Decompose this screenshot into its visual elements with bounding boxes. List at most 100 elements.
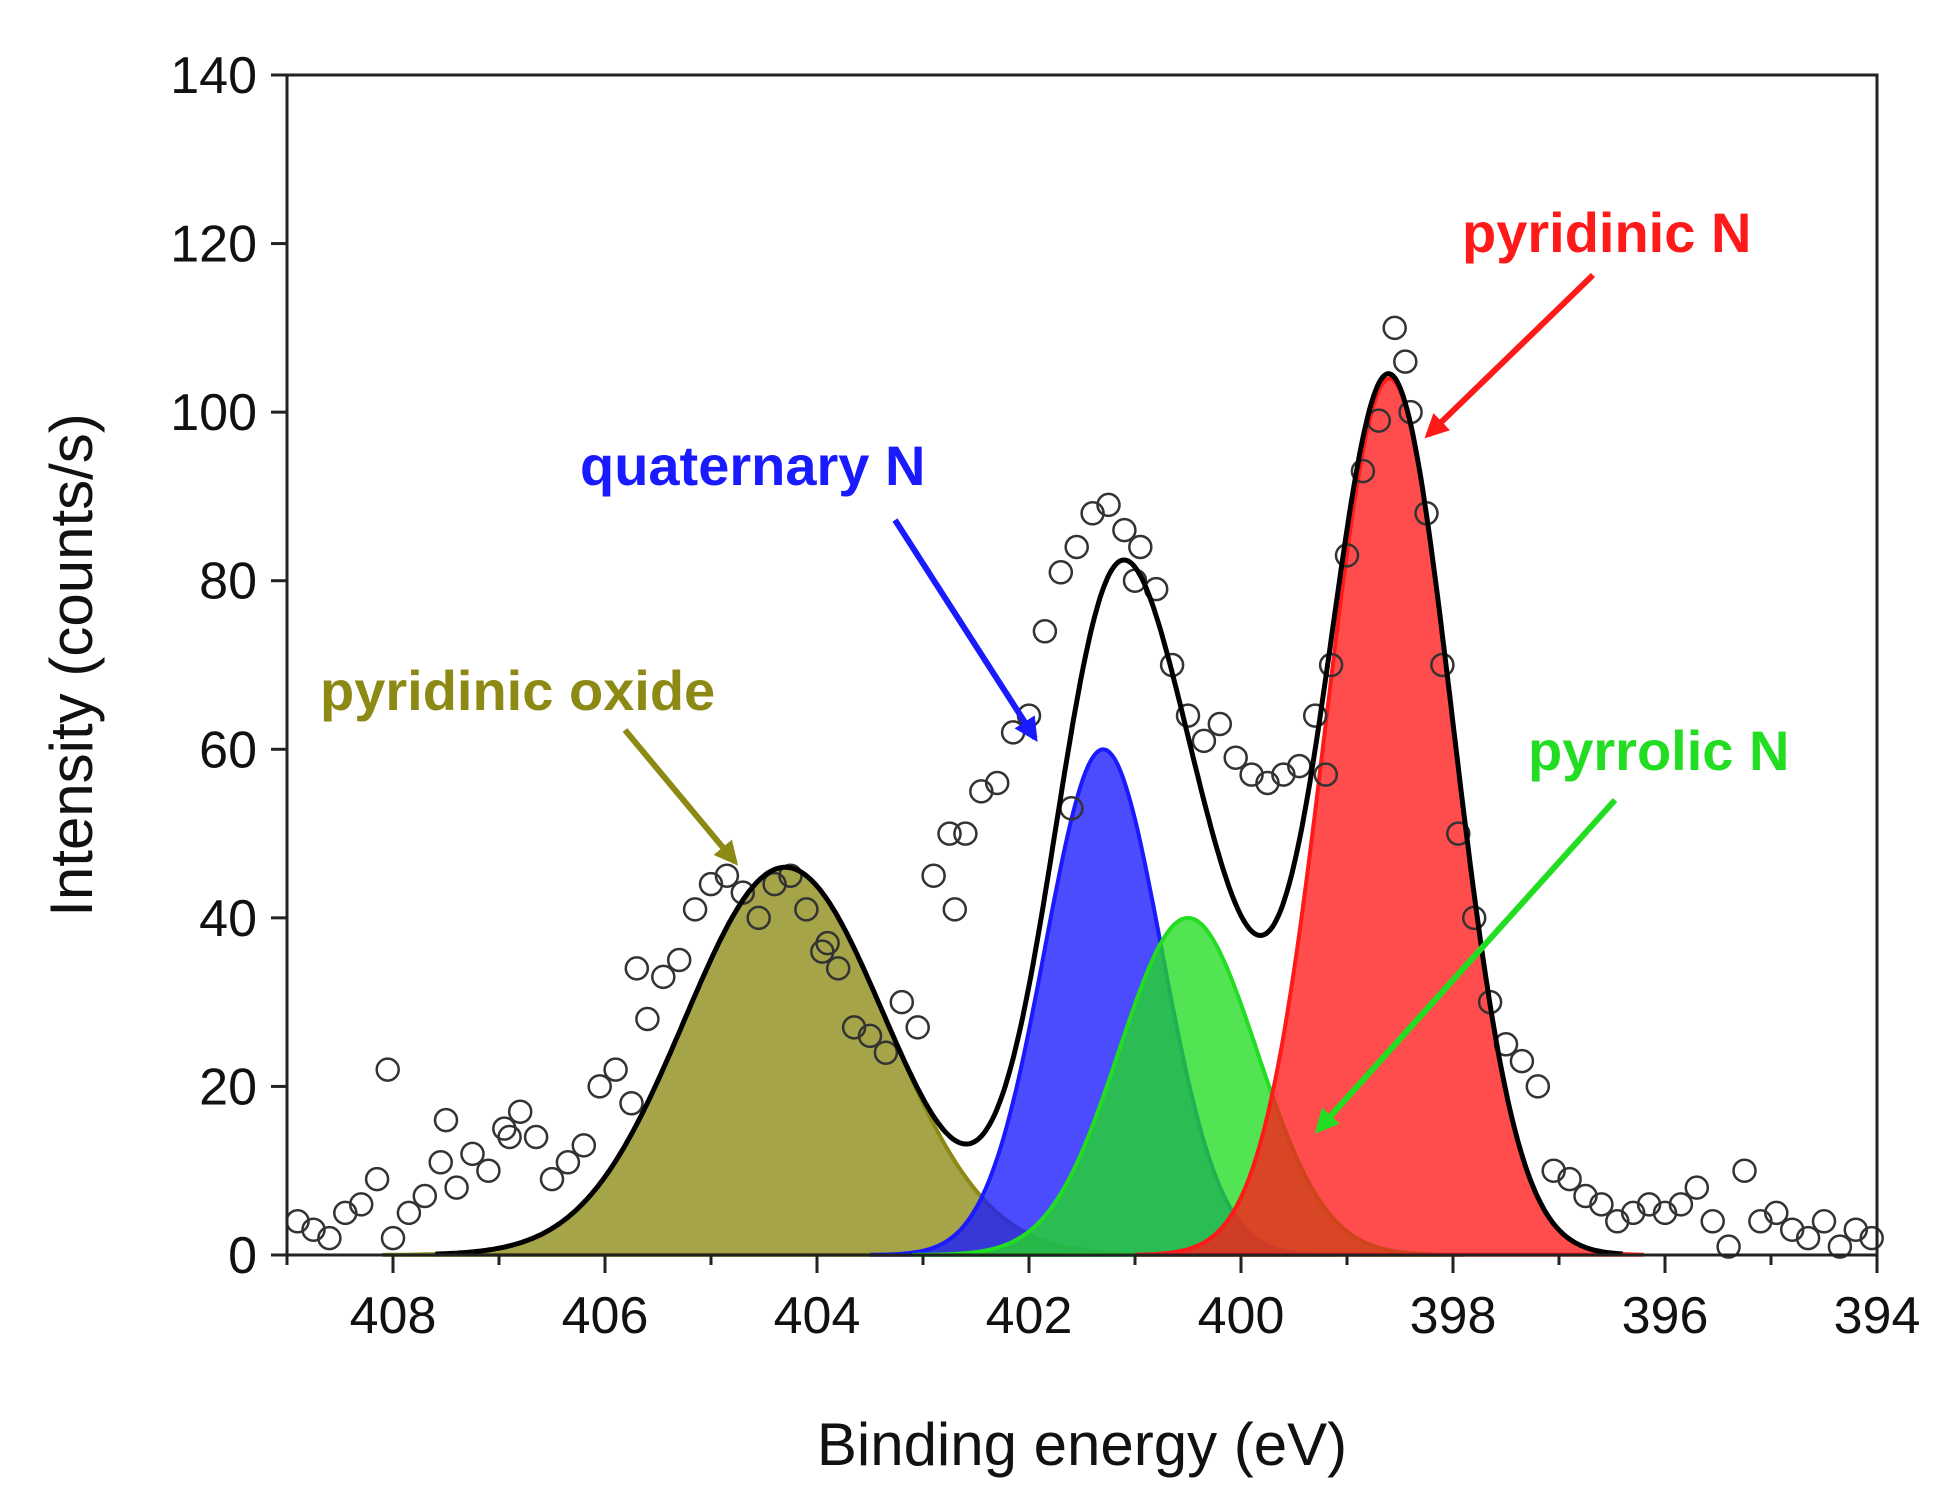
y-axis-title: Intensity (counts/s) (38, 413, 105, 917)
x-tick-label: 408 (350, 1287, 437, 1345)
y-axis-ticks: 0 20 40 60 80 100 120 140 (170, 47, 287, 1285)
annotation-pyrrolic-n: pyrrolic N (1528, 719, 1789, 782)
data-point (1700, 1209, 1725, 1234)
y-tick-label: 20 (199, 1058, 257, 1116)
data-point (1779, 1217, 1805, 1242)
data-point (746, 905, 771, 931)
data-point (873, 1040, 899, 1065)
data-point (555, 1150, 581, 1175)
x-tick-label: 402 (986, 1287, 1073, 1345)
data-point (364, 1166, 390, 1192)
data-point (1191, 728, 1217, 754)
data-point (1859, 1225, 1884, 1251)
x-tick-label: 406 (562, 1287, 649, 1345)
data-point (1795, 1225, 1821, 1251)
plot-frame (285, 73, 1879, 1257)
data-point (380, 1225, 406, 1251)
data-point (651, 964, 676, 990)
data-point (1393, 349, 1418, 374)
data-point (889, 989, 915, 1015)
data-point (375, 1057, 400, 1082)
data-point (1605, 1209, 1630, 1234)
data-point (428, 1150, 453, 1175)
data-point (619, 1091, 644, 1116)
data-point (1096, 492, 1121, 518)
data-point (1764, 1200, 1789, 1226)
arrow-pyridinic-oxide (622, 728, 739, 866)
y-tick-label: 60 (199, 721, 257, 779)
data-point (942, 897, 968, 922)
data-point (1732, 1158, 1757, 1183)
data-point (497, 1124, 522, 1150)
data-point (857, 1023, 883, 1049)
data-point (1509, 1048, 1535, 1074)
arrow-pyrrolic-n (1314, 797, 1618, 1134)
data-point (1313, 762, 1339, 787)
data-point (682, 897, 708, 922)
data-point (1255, 770, 1280, 796)
x-tick-label: 398 (1410, 1287, 1497, 1345)
y-tick-label: 140 (170, 47, 257, 105)
data-point (317, 1225, 342, 1251)
data-point (412, 1183, 438, 1209)
data-point (794, 897, 819, 922)
data-point (815, 930, 840, 956)
data-point (1589, 1192, 1614, 1217)
data-point (1223, 745, 1248, 770)
x-axis-ticks: 408 406 404 402 400 398 396 394 (285, 1255, 1920, 1345)
annotation-pyridinic-oxide: pyridinic oxide (320, 659, 715, 722)
data-point (778, 863, 803, 888)
data-point (476, 1158, 501, 1183)
data-point (666, 947, 692, 973)
data-point (1207, 711, 1233, 737)
data-point (825, 956, 851, 981)
data-point (1382, 315, 1407, 341)
data-point (1350, 458, 1376, 484)
data-point (1032, 619, 1058, 644)
data-point (460, 1141, 485, 1167)
data-point (603, 1057, 628, 1082)
data-point (1080, 501, 1105, 526)
data-point (1302, 703, 1328, 728)
data-point (1541, 1158, 1566, 1183)
data-point (1684, 1175, 1710, 1200)
data-point (1573, 1183, 1598, 1209)
data-point (433, 1107, 459, 1133)
data-point (523, 1124, 549, 1150)
data-point (1557, 1166, 1582, 1192)
data-point (1748, 1209, 1773, 1234)
data-point (1716, 1234, 1741, 1259)
data-point (937, 821, 962, 846)
fit-components (382, 376, 1644, 1257)
data-point (762, 871, 787, 897)
data-point (953, 821, 978, 846)
x-tick-label: 396 (1622, 1287, 1709, 1345)
data-point (301, 1217, 326, 1242)
y-tick-label: 120 (170, 216, 257, 274)
data-point (1668, 1192, 1694, 1217)
annotation-quaternary-n: quaternary N (580, 434, 925, 497)
y-tick-label: 0 (228, 1227, 257, 1285)
data-point (507, 1099, 533, 1124)
data-point (698, 871, 724, 897)
data-point (396, 1200, 422, 1226)
data-point (984, 770, 1010, 796)
fit-envelope-line (435, 371, 1623, 1257)
measured-data-points (285, 315, 1884, 1259)
data-point (624, 956, 650, 981)
data-point (1128, 534, 1153, 560)
data-point (921, 863, 946, 888)
data-point (1827, 1234, 1853, 1259)
x-tick-label: 400 (1198, 1287, 1285, 1345)
data-point (1064, 534, 1089, 560)
x-axis-title: Binding energy (eV) (817, 1411, 1347, 1478)
y-tick-label: 80 (199, 553, 257, 611)
data-point (539, 1166, 565, 1192)
data-point (444, 1175, 469, 1200)
data-point (635, 1006, 660, 1032)
annotation-pyridinic-n: pyridinic N (1462, 201, 1751, 264)
data-point (348, 1192, 374, 1217)
arrow-pyridinic-n (1424, 272, 1596, 439)
data-point (1048, 560, 1074, 585)
